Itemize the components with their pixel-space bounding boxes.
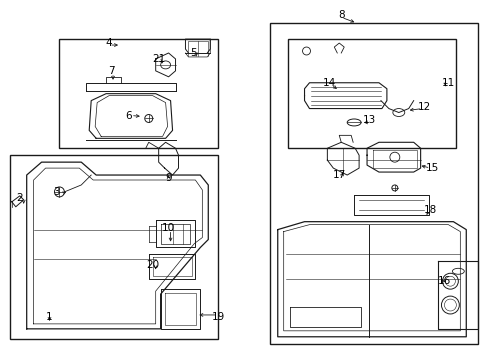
Text: 21: 21 <box>152 54 165 64</box>
Text: 11: 11 <box>441 78 454 88</box>
Text: 2: 2 <box>17 193 23 203</box>
Bar <box>60 39 218 148</box>
Text: 13: 13 <box>362 116 375 126</box>
Text: 12: 12 <box>417 102 430 112</box>
Bar <box>287 39 455 148</box>
Text: 8: 8 <box>337 10 344 20</box>
Text: 15: 15 <box>425 163 438 173</box>
Text: 17: 17 <box>332 170 345 180</box>
Bar <box>269 23 477 344</box>
Text: 7: 7 <box>107 66 114 76</box>
Text: 18: 18 <box>423 205 436 215</box>
Text: 5: 5 <box>190 48 196 58</box>
Text: 3: 3 <box>53 187 60 197</box>
Text: 6: 6 <box>125 111 132 121</box>
Text: 4: 4 <box>105 38 112 48</box>
Text: 16: 16 <box>437 276 450 286</box>
Text: 14: 14 <box>322 78 335 88</box>
Text: 19: 19 <box>211 312 224 322</box>
Bar <box>10 155 218 339</box>
Text: 20: 20 <box>146 260 159 270</box>
Text: 9: 9 <box>165 173 172 183</box>
Text: 10: 10 <box>162 222 175 233</box>
Text: 1: 1 <box>46 312 53 322</box>
